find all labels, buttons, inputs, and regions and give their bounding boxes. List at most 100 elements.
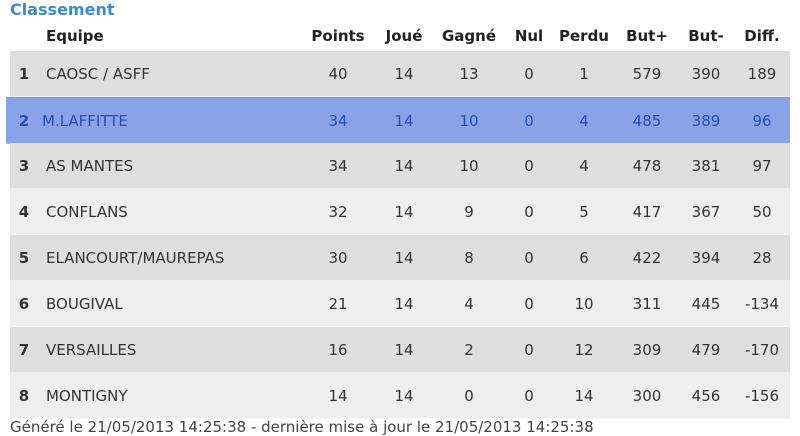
cell-points: 34 [328,111,348,130]
cell-goals-for: 300 [632,386,662,405]
table-row[interactable]: 5 ELANCOURT/MAUREPAS 30 14 8 0 6 422 394 28 [10,235,790,281]
cell-goals-for: 478 [632,156,662,175]
cell-goals-against: 479 [691,340,721,359]
cell-played: 14 [394,386,414,405]
cell-team: CAOSC / ASFF [46,64,150,83]
header-points: Points [311,27,365,45]
cell-draw: 0 [524,340,534,359]
table-row[interactable]: 2 M.LAFFITTE 34 14 10 0 4 485 389 96 [6,97,790,144]
table-row[interactable]: 1 CAOSC / ASFF 40 14 13 0 1 579 390 189 [10,51,790,97]
cell-points: 14 [328,386,348,405]
cell-rank: 4 [18,202,30,221]
cell-diff: 28 [752,248,772,267]
cell-goals-for: 309 [632,340,662,359]
header-team: Equipe [46,27,104,45]
cell-team: MONTIGNY [46,386,128,405]
cell-team: BOUGIVAL [46,294,123,313]
cell-played: 14 [394,156,414,175]
cell-goals-against: 390 [691,64,721,83]
cell-played: 14 [394,64,414,83]
cell-won: 8 [464,248,474,267]
cell-played: 14 [394,202,414,221]
cell-rank: 2 [18,111,30,130]
header-won: Gagné [441,27,497,45]
cell-lost: 5 [579,202,589,221]
cell-team: AS MANTES [46,156,134,175]
header-lost: Perdu [559,27,609,45]
table-row[interactable]: 6 BOUGIVAL 21 14 4 0 10 311 445 -134 [10,281,790,327]
cell-goals-for: 485 [632,111,662,130]
header-draw: Nul [514,27,544,45]
table-row[interactable]: 7 VERSAILLES 16 14 2 0 12 309 479 -170 [10,327,790,373]
header-played: Joué [385,27,423,45]
cell-won: 9 [464,202,474,221]
cell-points: 16 [328,340,348,359]
cell-points: 32 [328,202,348,221]
footer-note: Généré le 21/05/2013 14:25:38 - dernière… [10,418,594,436]
cell-goals-against: 389 [691,111,721,130]
table-row[interactable]: 3 AS MANTES 34 14 10 0 4 478 381 97 [10,143,790,189]
cell-diff: -170 [744,340,780,359]
cell-draw: 0 [524,156,534,175]
cell-lost: 12 [574,340,594,359]
cell-diff: 50 [752,202,772,221]
cell-draw: 0 [524,64,534,83]
cell-goals-against: 456 [691,386,721,405]
cell-diff: 96 [752,111,772,130]
cell-played: 14 [394,248,414,267]
cell-draw: 0 [524,111,534,130]
cell-won: 10 [459,111,479,130]
cell-goals-for: 579 [632,64,662,83]
cell-rank: 3 [18,156,30,175]
cell-lost: 4 [579,111,589,130]
cell-draw: 0 [524,294,534,313]
table-row[interactable]: 8 MONTIGNY 14 14 0 0 14 300 456 -156 [10,373,790,419]
cell-played: 14 [394,294,414,313]
cell-lost: 10 [574,294,594,313]
cell-won: 4 [464,294,474,313]
cell-diff: 97 [752,156,772,175]
cell-goals-against: 394 [691,248,721,267]
cell-won: 2 [464,340,474,359]
cell-goals-for: 422 [632,248,662,267]
header-goals-for: But+ [626,27,668,45]
cell-lost: 6 [579,248,589,267]
cell-team: ELANCOURT/MAUREPAS [46,248,225,267]
cell-points: 40 [328,64,348,83]
cell-won: 0 [464,386,474,405]
cell-goals-against: 381 [691,156,721,175]
header-goals-against: But- [688,27,724,45]
cell-points: 34 [328,156,348,175]
cell-team: M.LAFFITTE [42,111,128,130]
cell-rank: 6 [18,294,30,313]
cell-diff: -134 [744,294,780,313]
cell-diff: -156 [744,386,780,405]
cell-team: VERSAILLES [46,340,137,359]
cell-played: 14 [394,340,414,359]
cell-lost: 4 [579,156,589,175]
cell-rank: 5 [18,248,30,267]
header-diff: Diff. [744,27,780,45]
cell-goals-for: 311 [632,294,662,313]
page-title: Classement [10,0,115,19]
cell-lost: 14 [574,386,594,405]
cell-draw: 0 [524,248,534,267]
cell-points: 21 [328,294,348,313]
table-header: Equipe Points Joué Gagné Nul Perdu But+ … [10,27,790,51]
cell-goals-for: 417 [632,202,662,221]
cell-rank: 8 [18,386,30,405]
cell-team: CONFLANS [46,202,128,221]
cell-goals-against: 445 [691,294,721,313]
cell-diff: 189 [747,64,777,83]
cell-draw: 0 [524,386,534,405]
cell-draw: 0 [524,202,534,221]
cell-lost: 1 [579,64,589,83]
cell-points: 30 [328,248,348,267]
cell-rank: 1 [18,64,30,83]
cell-goals-against: 367 [691,202,721,221]
table-row[interactable]: 4 CONFLANS 32 14 9 0 5 417 367 50 [10,189,790,235]
cell-won: 10 [459,156,479,175]
cell-won: 13 [459,64,479,83]
cell-rank: 7 [18,340,30,359]
cell-played: 14 [394,111,414,130]
